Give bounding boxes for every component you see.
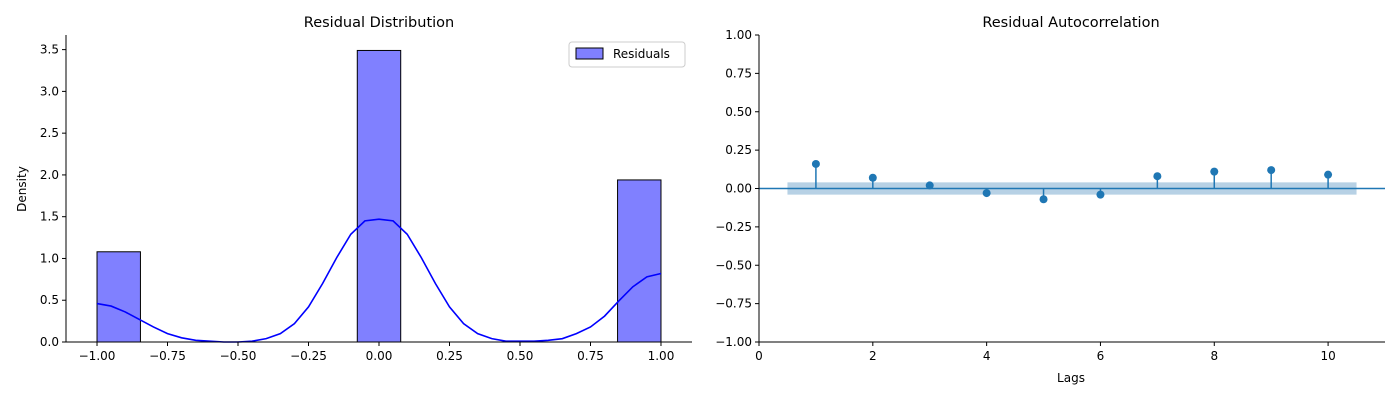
acf-y-tick-label: 0.75	[725, 66, 752, 80]
acf-point-4	[982, 189, 991, 198]
hist-y-tick-label: 0.5	[40, 293, 59, 307]
acf-x-axis-label: Lags	[1057, 371, 1085, 385]
hist-x-tick-label: −0.25	[290, 349, 327, 363]
acf-y-tick-label: 0.25	[725, 143, 752, 157]
acf-x-tick-label: 8	[1210, 349, 1218, 363]
acf-point-9	[1267, 166, 1276, 175]
acf-title: Residual Autocorrelation	[982, 15, 1159, 31]
acf-x-tick-label: 10	[1320, 349, 1335, 363]
hist-x-tick-label: 0.50	[507, 349, 534, 363]
acf-point-6	[1096, 190, 1105, 199]
hist-y-tick-label: 3.0	[40, 84, 59, 98]
hist-x-tick-label: −1.00	[79, 349, 116, 363]
acf-plot-area: 0 2 4 6 8 10 −1.00 −0.75 −0.50 −0.25 0.00 0.25 0.50 0…	[715, 28, 1385, 363]
acf-y-tick-label: 0.00	[725, 182, 752, 196]
hist-y-tick-label: 3.5	[40, 43, 59, 57]
acf-y-tick-label: 1.00	[725, 28, 752, 42]
acf-point-1	[811, 159, 820, 168]
acf-y-tick-label: −0.75	[715, 297, 752, 311]
acf-point-8	[1210, 167, 1219, 176]
hist-y-tick-label: 0.0	[40, 335, 59, 349]
hist-legend-label: Residuals	[613, 47, 670, 61]
hist-plot-area: −1.00 −0.75 −0.50 −0.25 0.00 0.25 0.50 0.75 1.00…	[40, 35, 692, 363]
hist-y-tick-label: 1.5	[40, 210, 59, 224]
acf-point-7	[1153, 172, 1162, 181]
hist-bar-0	[96, 251, 141, 343]
hist-y-tick-label: 1.0	[40, 251, 59, 265]
acf-point-5	[1039, 195, 1048, 204]
residual-distribution-chart: Residual Distribution Density −1.00 −0.75…	[15, 15, 692, 363]
acf-y-tick-label: −0.50	[715, 258, 752, 272]
hist-bar-2	[617, 179, 662, 343]
hist-legend-swatch	[575, 47, 604, 60]
residual-autocorrelation-chart: Residual Autocorrelation Lags 0 2 4 6 8 10 −1.…	[715, 15, 1385, 385]
hist-x-tick-label: 0.25	[436, 349, 463, 363]
hist-x-tick-label: −0.50	[220, 349, 257, 363]
acf-x-tick-label: 2	[869, 349, 877, 363]
kde-curve	[96, 218, 662, 343]
hist-bar-1	[356, 49, 402, 343]
hist-title: Residual Distribution	[304, 15, 454, 31]
acf-point-10	[1324, 170, 1333, 179]
hist-x-tick-label: 0.00	[366, 349, 393, 363]
hist-x-tick-label: 0.75	[577, 349, 604, 363]
acf-point-2	[868, 173, 877, 182]
acf-x-tick-label: 4	[983, 349, 991, 363]
acf-x-tick-label: 0	[755, 349, 763, 363]
hist-y-tick-label: 2.5	[40, 126, 59, 140]
hist-y-tick-label: 2.0	[40, 168, 59, 182]
acf-x-tick-label: 6	[1097, 349, 1105, 363]
hist-x-tick-label: −0.75	[149, 349, 186, 363]
hist-legend: Residuals	[568, 41, 686, 68]
hist-y-axis-label: Density	[15, 166, 29, 212]
acf-y-tick-label: 0.50	[725, 105, 752, 119]
acf-point-3	[925, 181, 934, 190]
hist-x-tick-label: 1.00	[648, 349, 675, 363]
acf-y-tick-label: −0.25	[715, 220, 752, 234]
acf-y-tick-label: −1.00	[715, 335, 752, 349]
